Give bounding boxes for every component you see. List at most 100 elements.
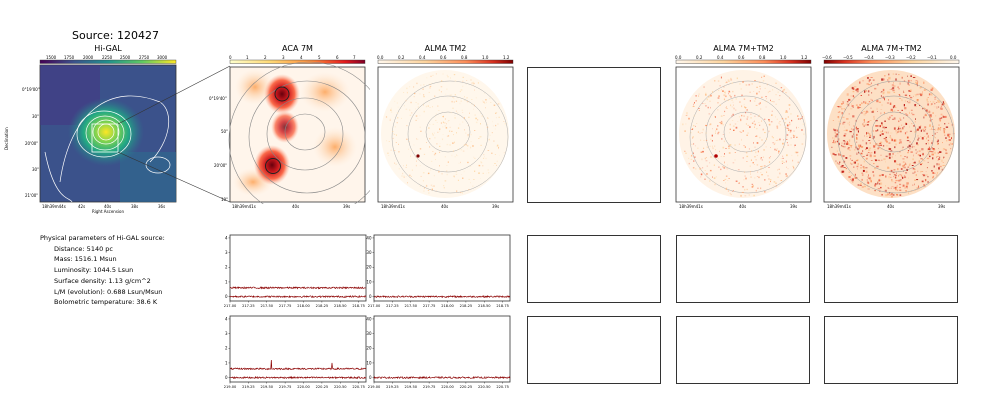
spectrum-xtick-label: 217.50 (260, 304, 273, 308)
spectrum-ytick-label: 3 (225, 250, 228, 255)
aca-xtick-0: 18h39m41s (232, 204, 256, 209)
aca-xtick-2: 39s (343, 204, 351, 209)
higal-cbar-tick-4: 2500 (120, 55, 131, 60)
spectrum-xtick-label: 218.50 (334, 304, 347, 308)
alma-panel (377, 59, 514, 203)
spectrum-ytick-label: 30 (366, 331, 372, 336)
param-bolometric-temperature: Bolometric temperature: 38.6 K (54, 298, 158, 307)
aca-colorbar (229, 59, 366, 64)
spectrum-ytick-label: 40 (366, 316, 372, 321)
alma-cbar-tick-1: 0.2 (398, 55, 405, 60)
params-heading: Physical parameters of Hi-GAL source: (40, 234, 165, 242)
spectrum-xtick-label: 218.75 (352, 304, 365, 308)
higal-ytick-2: 20'00" (25, 141, 39, 146)
param-mass: Mass: 1516.1 Msun (54, 255, 117, 264)
spectrum-xtick-label: 220.00 (441, 385, 454, 389)
spectrum-alma-row2: 0 10 20 30 40 219.00 219.25 219.50 219.75 220.00 2… (366, 315, 511, 389)
alma-combo-primary-beam (679, 70, 807, 198)
spectrum-series-line (229, 359, 367, 371)
spectrum-xtick-label: 219.50 (404, 385, 417, 389)
alma-combo-colorbar (675, 59, 812, 64)
aca-contours (228, 61, 370, 204)
spectrum-ytick-label: 3 (225, 331, 228, 336)
alma-xtick-0: 18h39m41s (381, 204, 405, 209)
spectrum-ytick-label: 2 (225, 265, 228, 270)
alma-combo-neg-title: ALMA 7M+TM2 (861, 44, 922, 53)
alma-combo-neg-xtick-0: 18h39m41s (827, 204, 851, 209)
higal-cbar-tick-6: 3000 (157, 55, 168, 60)
alma-combo-title: ALMA 7M+TM2 (713, 44, 774, 53)
spectrum-xtick-label: 217.50 (404, 304, 417, 308)
higal-title: Hi-GAL (94, 44, 122, 53)
aca-cbar-tick-4: 4 (300, 55, 303, 60)
zoom-connectors (117, 65, 231, 203)
alma-combo-neg-cbar-tick-0: −0.6 (822, 55, 832, 60)
aca-source-circles (265, 86, 290, 174)
higal-ytick-3: 30" (32, 167, 39, 172)
alma-combo-neg-cbar-tick-4: −0.2 (906, 55, 916, 60)
spectrum-axes-frame (229, 315, 367, 383)
spectrum-alma-row1: 0 10 20 30 40 217.00 217.25 217.50 217.75 218.00 2… (366, 234, 511, 308)
aca-cbar-tick-2: 2 (264, 55, 267, 60)
aca-cbar-tick-5: 5 (318, 55, 321, 60)
spectrum-xtick-label: 219.75 (279, 385, 292, 389)
aca-panel (228, 59, 370, 204)
spectrum-aca-row1: 0 1 2 3 4 217.00 217.25 217.50 217.75 218.00 218.2… (224, 234, 367, 308)
alma-xtick-2: 39s (492, 204, 500, 209)
aca-xtick-1: 40s (292, 204, 300, 209)
higal-ytick-4: 21'00" (25, 193, 39, 198)
alma-combo-neg-xtick-1: 40s (887, 204, 895, 209)
alma-noise-speckle (385, 73, 506, 194)
spectrum-xtick-label: 219.50 (260, 385, 273, 389)
spectrum-xtick-label: 220.25 (316, 385, 329, 389)
higal-zoom-box (91, 123, 119, 153)
alma-combo-xtick-2: 39s (790, 204, 798, 209)
alma-combo-cbar-tick-6: 1.2 (801, 55, 808, 60)
alma-combo-cbar-tick-5: 1.0 (780, 55, 787, 60)
alma-primary-beam (381, 70, 509, 198)
alma-combo-neg-cbar-tick-1: −0.5 (843, 55, 853, 60)
alma-compact-source (416, 154, 420, 158)
param-surface-density: Surface density: 1.13 g/cm^2 (54, 276, 151, 285)
spectrum-xtick-label: 217.75 (423, 304, 436, 308)
alma-cbar-tick-3: 0.6 (440, 55, 447, 60)
higal-cbar-tick-2: 2000 (83, 55, 94, 60)
alma-combo-neg-noise-speckle (831, 73, 955, 198)
spectrum-xtick-label: 220.25 (460, 385, 473, 389)
alma-cbar-tick-0: 0.0 (377, 55, 384, 60)
spectrum-xtick-label: 217.25 (386, 304, 399, 308)
spectrum-xtick-label: 219.75 (423, 385, 436, 389)
spectrum-axes-frame (373, 315, 511, 383)
alma-combo-panel (675, 59, 812, 203)
spectrum-ytick-label: 0 (369, 375, 372, 380)
alma-combo-neg-xtick-2: 39s (938, 204, 946, 209)
spectrum-xtick-label: 218.75 (496, 304, 509, 308)
alma-combo-cbar-tick-0: 0.0 (675, 55, 682, 60)
alma-combo-neg-cbar-tick-3: −0.3 (885, 55, 895, 60)
spectrum-series-line (229, 286, 367, 290)
spectrum-ytick-label: 1 (225, 360, 228, 365)
spectrum-aca-row2: 0 1 2 3 4 219.00 219.25 219.50 219.75 220.00 220.2… (224, 315, 367, 389)
spectrum-xtick-label: 220.50 (334, 385, 347, 389)
param-lm-ratio: L/M (evolution): 0.688 Lsun/Msun (54, 287, 163, 296)
aca-cbar-tick-0: 0 (229, 55, 232, 60)
spectrum-xtick-label: 219.25 (386, 385, 399, 389)
spectrum-series-line (373, 375, 511, 380)
aca-cbar-tick-7: 7 (353, 55, 356, 60)
spectrum-axes-frame (229, 234, 367, 302)
alma-title: ALMA TM2 (424, 44, 467, 53)
higal-ytick-1: 30" (32, 114, 39, 119)
spectrum-xtick-label: 219.00 (368, 385, 381, 389)
aca-ytick-0: 0°19'40" (209, 96, 227, 101)
spectrum-xtick-label: 219.25 (242, 385, 255, 389)
higal-cbar-tick-0: 1500 (46, 55, 57, 60)
spectrum-ytick-label: 40 (366, 235, 372, 240)
spectrum-series-line (373, 294, 511, 299)
alma-combo-neg-cbar-tick-5: −0.1 (927, 55, 937, 60)
spectrum-ytick-label: 4 (225, 235, 228, 240)
empty-spectrum-frame-1 (527, 235, 661, 303)
higal-cbar-tick-5: 2750 (139, 55, 150, 60)
spectrum-ytick-label: 20 (366, 265, 372, 270)
alma-combo-noise-speckle (682, 75, 805, 197)
spectrum-xtick-label: 218.00 (441, 304, 454, 308)
